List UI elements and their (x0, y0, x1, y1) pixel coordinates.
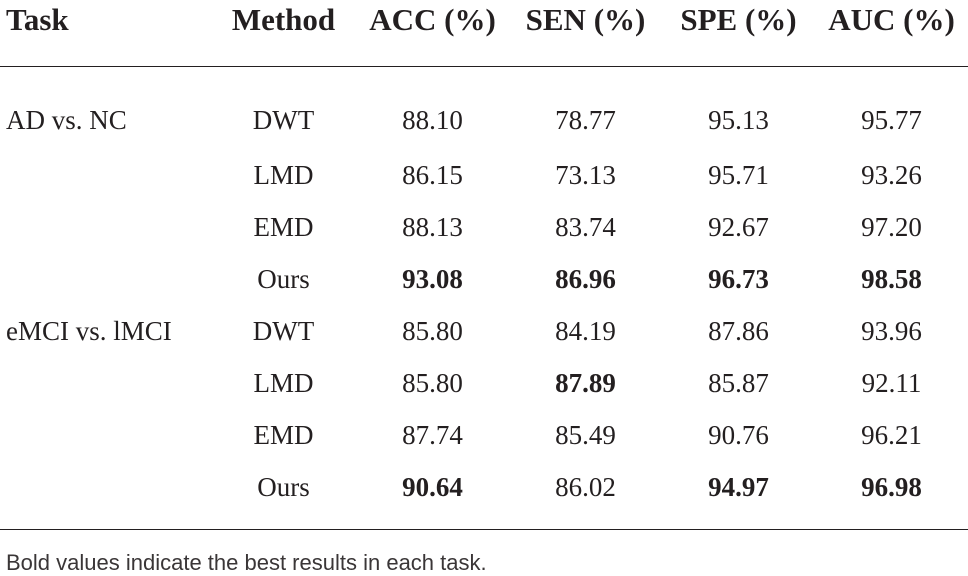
cell-sen: 78.77 (509, 67, 662, 150)
cell-acc: 87.74 (356, 409, 509, 461)
cell-auc: 92.11 (815, 357, 968, 409)
table-footer: Bold values indicate the best results in… (0, 530, 968, 576)
cell-sen: 85.49 (509, 409, 662, 461)
cell-task: AD vs. NC (0, 67, 211, 150)
header-auc: AUC (%) (815, 0, 968, 67)
cell-acc: 86.15 (356, 149, 509, 201)
header-task: Task (0, 0, 211, 67)
cell-auc: 93.96 (815, 305, 968, 357)
cell-task (0, 461, 211, 530)
cell-spe: 96.73 (662, 253, 815, 305)
cell-auc: 93.26 (815, 149, 968, 201)
cell-sen: 84.19 (509, 305, 662, 357)
footnote-row: Bold values indicate the best results in… (0, 530, 968, 576)
table-header: Task Method ACC (%) SEN (%) SPE (%) AUC … (0, 0, 968, 67)
cell-spe: 94.97 (662, 461, 815, 530)
cell-method: LMD (211, 357, 356, 409)
cell-method: DWT (211, 305, 356, 357)
cell-spe: 95.71 (662, 149, 815, 201)
cell-auc: 96.98 (815, 461, 968, 530)
header-acc: ACC (%) (356, 0, 509, 67)
cell-method: DWT (211, 67, 356, 150)
cell-acc: 88.10 (356, 67, 509, 150)
header-method: Method (211, 0, 356, 67)
cell-auc: 95.77 (815, 67, 968, 150)
cell-task (0, 357, 211, 409)
cell-acc: 85.80 (356, 357, 509, 409)
cell-task (0, 149, 211, 201)
cell-method: Ours (211, 253, 356, 305)
cell-spe: 87.86 (662, 305, 815, 357)
cell-method: Ours (211, 461, 356, 530)
cell-sen: 87.89 (509, 357, 662, 409)
cell-acc: 90.64 (356, 461, 509, 530)
cell-sen: 73.13 (509, 149, 662, 201)
header-sen: SEN (%) (509, 0, 662, 67)
cell-method: EMD (211, 409, 356, 461)
cell-spe: 92.67 (662, 201, 815, 253)
cell-sen: 83.74 (509, 201, 662, 253)
cell-acc: 85.80 (356, 305, 509, 357)
cell-spe: 90.76 (662, 409, 815, 461)
cell-method: LMD (211, 149, 356, 201)
cell-sen: 86.02 (509, 461, 662, 530)
cell-auc: 96.21 (815, 409, 968, 461)
cell-auc: 97.20 (815, 201, 968, 253)
cell-task (0, 409, 211, 461)
cell-task (0, 201, 211, 253)
cell-spe: 95.13 (662, 67, 815, 150)
cell-sen: 86.96 (509, 253, 662, 305)
header-row: Task Method ACC (%) SEN (%) SPE (%) AUC … (0, 0, 968, 67)
cell-acc: 93.08 (356, 253, 509, 305)
cell-spe: 85.87 (662, 357, 815, 409)
cell-task: eMCI vs. lMCI (0, 305, 211, 357)
cell-task (0, 253, 211, 305)
cell-acc: 88.13 (356, 201, 509, 253)
header-spe: SPE (%) (662, 0, 815, 67)
cell-method: EMD (211, 201, 356, 253)
table-footnote: Bold values indicate the best results in… (0, 530, 968, 576)
cell-auc: 98.58 (815, 253, 968, 305)
